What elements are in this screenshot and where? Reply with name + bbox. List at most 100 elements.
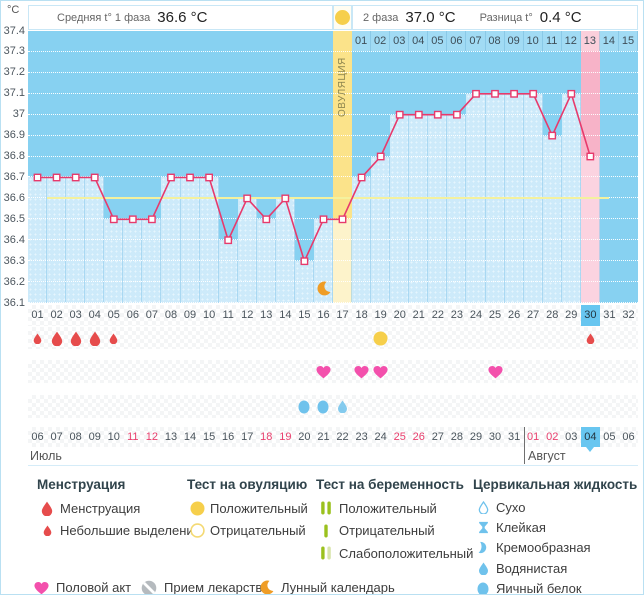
day-column-04[interactable] [85,177,105,303]
phase2-day-12[interactable]: 12 [561,31,581,51]
cycle-day-22[interactable]: 22 [431,309,444,321]
calendar-date-17[interactable]: 17 [241,431,254,443]
cycle-day-07[interactable]: 07 [145,309,159,321]
cycle-day-19[interactable]: 19 [374,309,387,321]
calendar-date-02[interactable]: 02 [546,431,559,443]
day-column-02[interactable] [47,177,67,303]
phase2-day-07[interactable]: 07 [466,31,486,51]
calendar-date-08[interactable]: 08 [69,431,82,443]
cycle-day-15[interactable]: 15 [298,309,311,321]
cycle-day-04[interactable]: 04 [88,309,101,321]
cycle-day-23[interactable]: 23 [450,309,464,321]
calendar-date-03[interactable]: 03 [565,431,578,443]
day-column-06[interactable] [123,219,143,303]
calendar-date-27[interactable]: 27 [431,431,444,443]
calendar-date-12[interactable]: 12 [145,431,159,443]
cycle-day-05[interactable]: 05 [107,309,120,321]
cycle-day-10[interactable]: 10 [202,309,216,321]
calendar-date-05[interactable]: 05 [603,431,616,443]
day-column-15[interactable] [294,261,314,303]
calendar-date-11[interactable]: 11 [127,431,139,443]
day-column-20[interactable] [390,114,410,303]
day-column-07[interactable] [142,219,162,303]
cycle-day-26[interactable]: 26 [507,309,521,321]
phase2-day-08[interactable]: 08 [485,31,505,51]
cycle-day-20[interactable]: 20 [393,309,406,321]
phase2-day-10[interactable]: 10 [523,31,543,51]
calendar-date-29[interactable]: 29 [469,431,483,443]
day-column-05[interactable] [104,219,124,303]
calendar-date-24[interactable]: 24 [374,431,387,443]
phase2-day-14[interactable]: 14 [599,31,619,51]
calendar-date-28[interactable]: 28 [450,431,464,443]
cycle-day-28[interactable]: 28 [546,309,559,321]
phase2-day-02[interactable]: 02 [371,31,391,51]
phase2-day-09[interactable]: 09 [504,31,524,51]
cycle-day-13[interactable]: 13 [260,309,273,321]
calendar-date-04[interactable]: 04 [580,427,600,447]
phase2-day-13[interactable]: 13 [580,31,600,51]
calendar-date-06[interactable]: 06 [31,431,44,443]
cycle-day-32[interactable]: 32 [622,309,635,321]
day-column-28[interactable] [542,135,562,303]
day-column-09[interactable] [180,177,200,303]
cycle-day-29[interactable]: 29 [565,309,578,321]
cycle-day-21[interactable]: 21 [412,309,425,321]
day-column-01[interactable] [28,177,48,303]
day-column-08[interactable] [161,177,181,303]
calendar-date-16[interactable]: 16 [222,431,235,443]
day-column-17[interactable] [333,219,353,303]
day-column-22[interactable] [428,114,448,303]
calendar-date-22[interactable]: 22 [336,431,349,443]
cycle-day-25[interactable]: 25 [488,309,502,321]
cycle-day-08[interactable]: 08 [164,309,178,321]
day-column-21[interactable] [409,114,429,303]
day-column-03[interactable] [66,177,86,303]
calendar-date-06[interactable]: 06 [622,431,635,443]
day-column-23[interactable] [447,114,467,303]
calendar-date-13[interactable]: 13 [164,431,178,443]
day-column-18[interactable] [352,177,372,303]
cycle-day-01[interactable]: 01 [31,309,44,321]
cycle-day-14[interactable]: 14 [279,309,292,321]
day-column-10[interactable] [199,177,219,303]
phase2-day-11[interactable]: 11 [542,31,562,51]
cycle-day-02[interactable]: 02 [50,309,63,321]
calendar-date-15[interactable]: 15 [202,431,216,443]
cycle-day-17[interactable]: 17 [336,309,349,321]
calendar-date-30[interactable]: 30 [488,431,502,443]
calendar-date-21[interactable]: 21 [317,431,330,443]
calendar-date-31[interactable]: 31 [507,431,521,443]
day-column-11[interactable] [218,240,238,303]
day-column-16[interactable] [313,219,333,303]
calendar-date-01[interactable]: 01 [527,431,540,443]
phase2-day-04[interactable]: 04 [409,31,429,51]
cycle-day-09[interactable]: 09 [183,309,197,321]
phase2-day-03[interactable]: 03 [390,31,410,51]
calendar-date-14[interactable]: 14 [183,431,197,443]
day-column-30[interactable] [580,156,600,303]
cycle-day-30[interactable]: 30 [580,305,600,326]
phase2-day-06[interactable]: 06 [447,31,467,51]
cycle-day-18[interactable]: 18 [355,309,368,321]
cycle-day-31[interactable]: 31 [603,309,616,321]
cycle-day-06[interactable]: 06 [126,309,139,321]
day-column-14[interactable] [275,198,295,303]
cycle-day-24[interactable]: 24 [469,309,483,321]
cycle-day-16[interactable]: 16 [317,309,330,321]
day-column-19[interactable] [371,156,391,303]
calendar-date-20[interactable]: 20 [298,431,311,443]
calendar-date-18[interactable]: 18 [260,431,273,443]
calendar-date-25[interactable]: 25 [393,431,406,443]
day-column-13[interactable] [256,219,276,303]
calendar-date-19[interactable]: 19 [279,431,292,443]
cycle-day-27[interactable]: 27 [527,309,540,321]
phase2-day-01[interactable]: 01 [352,31,372,51]
calendar-date-09[interactable]: 09 [88,431,101,443]
cycle-day-12[interactable]: 12 [241,309,254,321]
calendar-date-10[interactable]: 10 [107,431,120,443]
cycle-day-11[interactable]: 11 [222,309,234,321]
cycle-day-03[interactable]: 03 [69,309,82,321]
calendar-date-07[interactable]: 07 [50,431,63,443]
phase2-day-05[interactable]: 05 [428,31,448,51]
